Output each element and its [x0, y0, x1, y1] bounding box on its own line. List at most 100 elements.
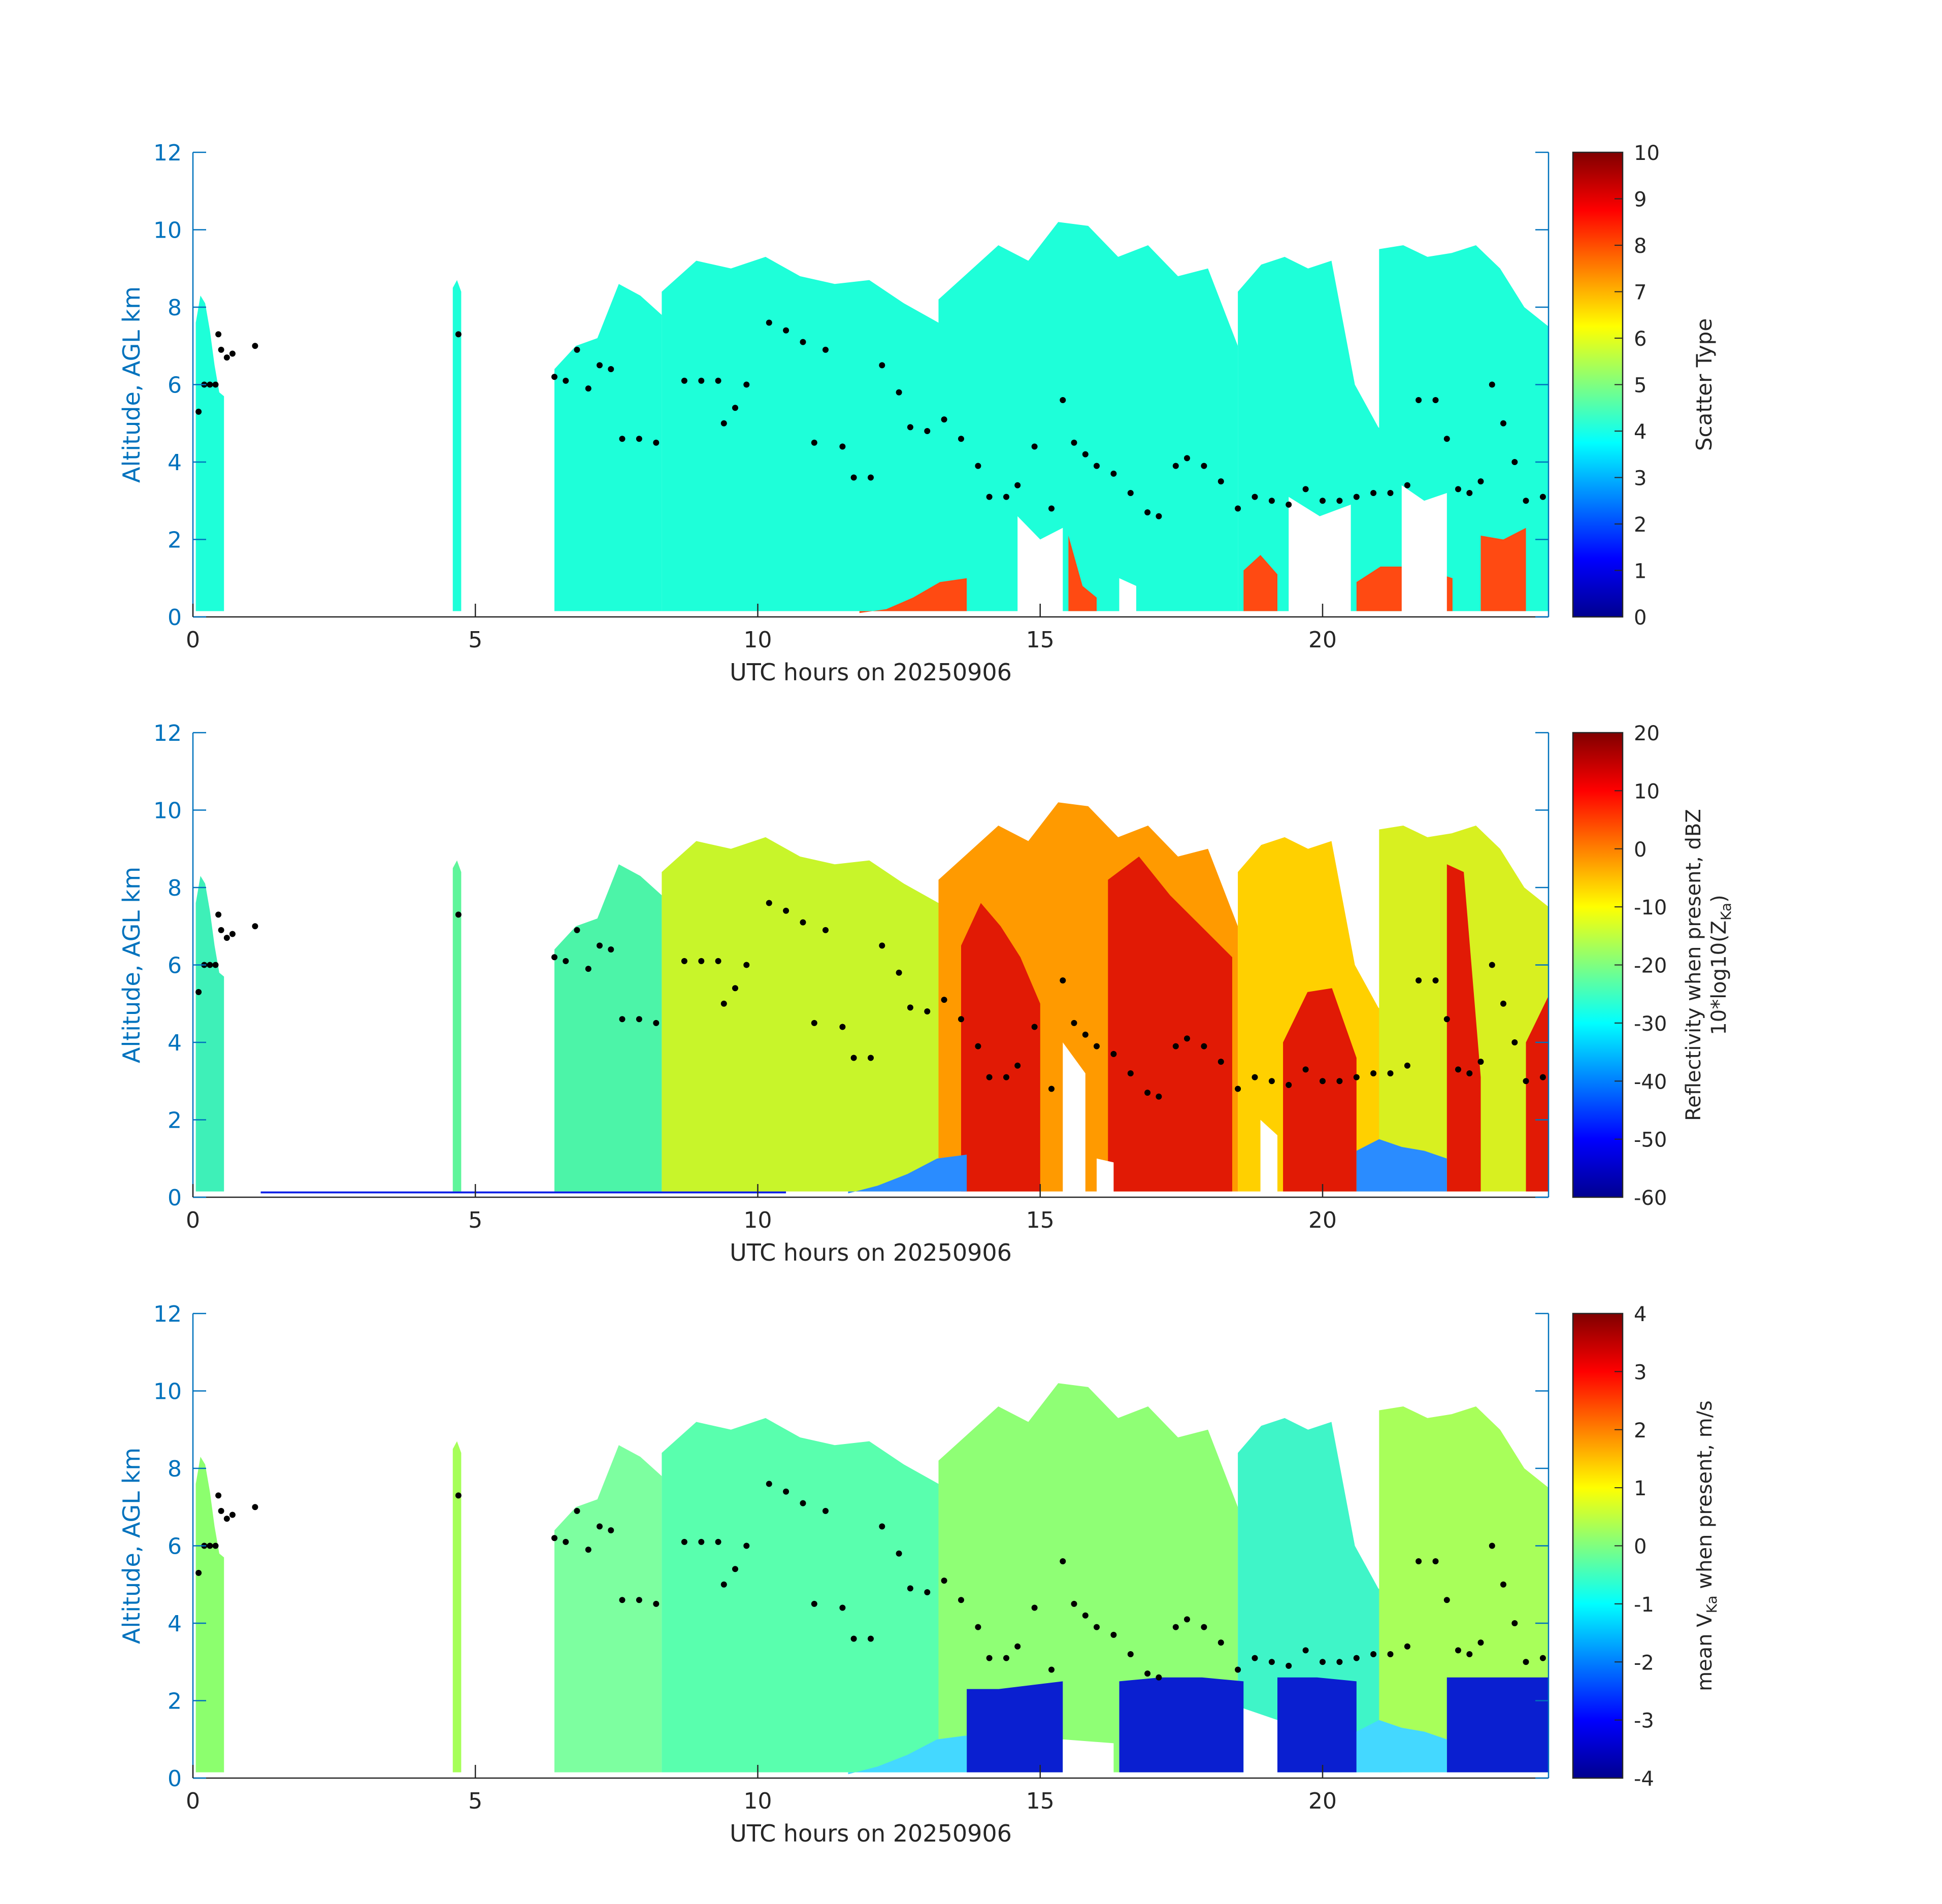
echo-region-5: [1238, 256, 1402, 611]
cloud-base-point: [1387, 1070, 1394, 1076]
cloud-base-point: [1235, 1666, 1241, 1673]
cloud-base-point: [1235, 1086, 1241, 1092]
cloud-base-point: [551, 954, 557, 961]
cloud-base-point: [1014, 482, 1021, 488]
cloud-base-point: [551, 1535, 557, 1541]
echo-region-10: [1446, 1677, 1549, 1772]
cloud-base-point: [1455, 1066, 1461, 1073]
cloud-base-point: [223, 354, 230, 361]
cloud-base-point: [732, 985, 738, 992]
cloud-base-point: [822, 346, 829, 353]
cloud-base-point: [1184, 1616, 1190, 1623]
cloud-base-point: [896, 389, 902, 396]
cloud-base-point: [1252, 494, 1258, 500]
cloud-base-point: [839, 443, 846, 450]
cloud-base-point: [636, 1016, 642, 1023]
cloud-base-point: [1539, 494, 1546, 500]
echo-region-1: [452, 1441, 462, 1772]
cloud-base-point: [1539, 1655, 1546, 1661]
cloud-base-point: [1071, 439, 1077, 446]
cloud-base-point: [839, 1604, 846, 1611]
cloud-base-point: [1048, 505, 1055, 512]
cloud-base-point: [1286, 1662, 1292, 1669]
y-tick-label: 0: [168, 605, 182, 631]
y-tick-label: 8: [168, 295, 182, 321]
cloud-base-point: [800, 919, 806, 926]
cloud-base-point: [1071, 1600, 1077, 1607]
cloud-base-point: [732, 1566, 738, 1572]
cloud-base-point: [1370, 490, 1377, 496]
plot-area: [195, 802, 1549, 1197]
cloud-base-point: [218, 927, 224, 933]
cloud-base-point: [195, 989, 202, 995]
cloud-base-point: [1466, 1651, 1473, 1657]
cloud-base-point: [1031, 443, 1038, 450]
cloud-base-point: [975, 1624, 981, 1630]
colorbar-tick-label: 2: [1634, 513, 1647, 537]
cloud-base-point: [215, 911, 222, 918]
cloud-base-point: [1217, 1059, 1224, 1065]
y-tick-label: 2: [168, 528, 182, 553]
cloud-base-point: [924, 1008, 931, 1014]
cloud-base-point: [850, 1055, 857, 1061]
cloud-base-point: [1156, 513, 1162, 519]
echo-gap-1: [1243, 1708, 1277, 1778]
cloud-base-point: [1443, 1597, 1450, 1603]
y-tick-label: 6: [168, 373, 182, 399]
cloud-base-point: [896, 969, 902, 976]
cloud-base-point: [207, 962, 213, 968]
cloud-base-point: [811, 1020, 817, 1026]
cloud-base-point: [653, 1600, 660, 1607]
cloud-base-point: [1252, 1074, 1258, 1080]
colorbar-tick-label: -40: [1634, 1070, 1667, 1094]
cloud-base-point: [1302, 486, 1309, 493]
x-tick-label: 10: [744, 1207, 772, 1233]
cloud-base-point: [1217, 1639, 1224, 1646]
cloud-base-point: [1110, 1051, 1117, 1057]
y-tick-label: 0: [168, 1185, 182, 1211]
cloud-base-point: [1320, 1659, 1326, 1665]
cloud-base-point: [1082, 451, 1089, 457]
cloud-base-point: [941, 416, 947, 423]
cloud-base-point: [1404, 1062, 1410, 1069]
cloud-base-point: [229, 1512, 236, 1518]
cloud-base-point: [212, 381, 219, 388]
colorbar-label: mean VKa when present, m/s: [1693, 1400, 1720, 1691]
cloud-base-point: [585, 1547, 591, 1553]
x-tick-label: 10: [744, 1788, 772, 1814]
colorbar: [1572, 1312, 1624, 1779]
cloud-base-point: [868, 1055, 874, 1061]
x-tick-label: 0: [186, 627, 200, 653]
cloud-base-point: [1071, 1020, 1077, 1026]
y-tick-label: 12: [153, 140, 182, 166]
cloud-base-point: [1082, 1031, 1089, 1038]
colorbar-tick-label: 10: [1634, 780, 1660, 803]
cloud-base-point: [1511, 1039, 1518, 1045]
colorbar-tick-label: 7: [1634, 281, 1647, 305]
colorbar-tick-label: 4: [1634, 420, 1647, 444]
cloud-base-point: [1523, 1659, 1529, 1665]
echo-region-10: [1446, 864, 1481, 1192]
colorbar-tick-label: 10: [1634, 142, 1660, 165]
y-tick-label: 4: [168, 450, 182, 476]
cloud-base-point: [1184, 455, 1190, 462]
y-tick-label: 12: [153, 1301, 182, 1327]
cloud-base-point: [1156, 1093, 1162, 1100]
cloud-base-point: [455, 331, 462, 338]
cloud-base-point: [1252, 1655, 1258, 1661]
cloud-base-point: [698, 377, 705, 384]
cloud-base-point: [1370, 1070, 1377, 1076]
cloud-base-point: [698, 1538, 705, 1545]
cloud-base-point: [681, 1538, 687, 1545]
cloud-base-point: [720, 1581, 727, 1588]
cloud-base-point: [608, 946, 614, 953]
colorbar-tick-label: -3: [1634, 1710, 1654, 1733]
cloud-base-point: [681, 958, 687, 964]
cloud-base-point: [1268, 498, 1275, 504]
colorbar-tick-label: 1: [1634, 1477, 1647, 1500]
cloud-base-point: [1094, 1624, 1100, 1630]
panel-reflectivity: 0 2 4 6 8 10 12 0 5 10 15 20 UTC hours on 20250906 Al…: [118, 720, 1734, 1266]
colorbar-tick-label: 0: [1634, 1535, 1647, 1559]
echo-gap-1: [1097, 1158, 1114, 1197]
